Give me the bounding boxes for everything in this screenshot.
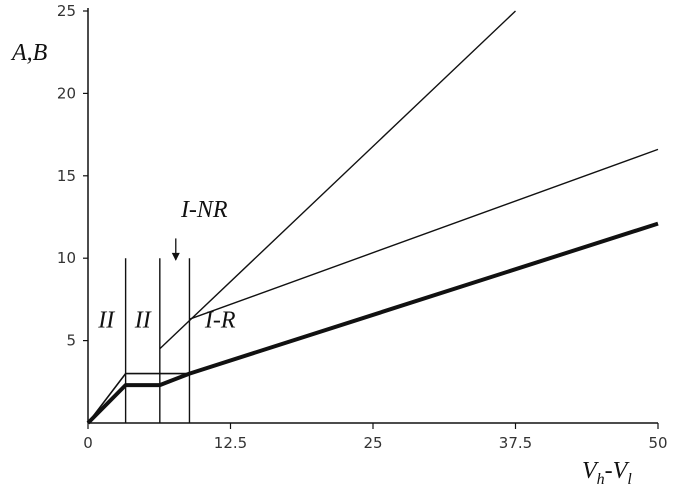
x-tick-label: 50: [648, 434, 667, 452]
series-line-2: [87, 372, 190, 424]
region-label: I-NR: [180, 197, 228, 223]
axes: [83, 8, 659, 429]
region-labels: II II I-R I-NR: [97, 197, 236, 333]
y-axis-label: A,B: [10, 40, 48, 66]
y-tick-label: 10: [57, 249, 76, 267]
x-axis-label-sub-h: h: [597, 471, 605, 488]
region-label: II: [97, 307, 115, 333]
x-tick-label: 12.5: [214, 434, 247, 452]
y-tick-label: 15: [57, 167, 76, 185]
series-group: [86, 10, 659, 425]
x-axis-label-dash: -: [605, 458, 613, 484]
region-label: I-R: [204, 307, 236, 333]
annotation: [171, 238, 180, 261]
x-axis-label-main2: V: [613, 458, 630, 484]
region-label: II: [134, 307, 152, 333]
y-tick-label: 20: [57, 84, 76, 102]
x-tick-label: 37.5: [499, 434, 532, 452]
series-line-3: [159, 10, 516, 350]
x-axis-label: Vh-Vl: [582, 458, 632, 488]
series-line-4: [189, 148, 659, 320]
y-tick-label: 25: [57, 2, 76, 20]
annotation-arrow-head: [171, 252, 180, 261]
tick-labels: 0 12.5 25 37.5 50 5 10 15 20 25: [57, 2, 668, 452]
x-tick-label: 0: [83, 434, 93, 452]
y-tick-label: 5: [66, 332, 76, 350]
x-tick-label: 25: [363, 434, 382, 452]
vertical-region-lines: [124, 258, 191, 423]
series-line-1: [86, 221, 659, 425]
x-axis-label-sub-l: l: [627, 471, 632, 488]
x-axis-label-main: V: [582, 458, 599, 484]
